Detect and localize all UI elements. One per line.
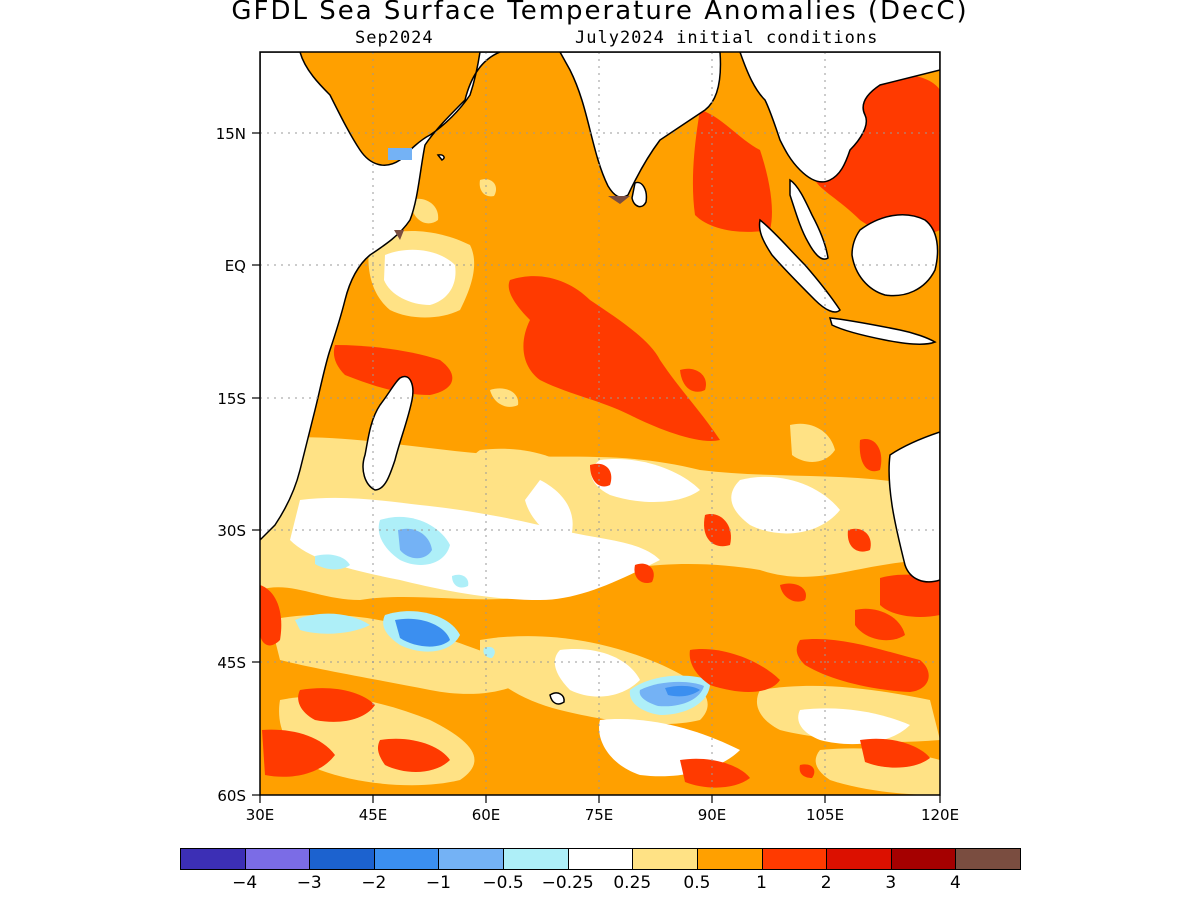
color-legend-swatch <box>955 848 1021 870</box>
plot-frame <box>259 51 941 796</box>
color-legend-label: 0.25 <box>613 873 652 893</box>
color-legend-label: −2 <box>361 873 387 893</box>
color-legend-swatch <box>826 848 892 870</box>
color-legend-swatch <box>438 848 505 870</box>
color-legend-label: −4 <box>232 873 258 893</box>
y-tick-label-45s: 45S <box>217 654 246 672</box>
initial-conditions-label: July2024 initial conditions <box>575 28 879 48</box>
color-legend-swatch <box>180 848 246 870</box>
color-legend-label: −0.5 <box>482 873 524 893</box>
color-legend-label: −0.25 <box>541 873 594 893</box>
color-legend-swatch <box>567 848 634 870</box>
color-legend-label: −3 <box>296 873 322 893</box>
x-tick-label-105e: 105E <box>806 806 844 824</box>
color-legend-swatch <box>503 848 569 870</box>
x-tick-label-90e: 90E <box>698 806 727 824</box>
color-legend-swatch <box>632 848 698 870</box>
color-legend-label: 2 <box>820 873 832 893</box>
y-tick-label-15s: 15S <box>217 390 246 408</box>
color-legend-swatch <box>244 848 311 870</box>
x-tick-label-30e: 30E <box>246 806 275 824</box>
y-tick-label-15n: 15N <box>216 125 246 143</box>
color-legend-swatch <box>373 848 440 870</box>
color-legend-swatch <box>696 848 763 870</box>
color-legend-label: 3 <box>885 873 897 893</box>
y-tick-label-30s: 30S <box>217 522 246 540</box>
color-legend-label: 1 <box>756 873 767 893</box>
color-legend-swatch <box>309 848 375 870</box>
y-tick-label-eq: EQ <box>225 257 246 275</box>
forecast-month: Sep2024 <box>355 28 434 48</box>
x-tick-label-45e: 45E <box>359 806 388 824</box>
color-legend-swatch <box>890 848 957 870</box>
land-masses <box>260 52 940 705</box>
y-tick-label-60s: 60S <box>217 787 246 805</box>
y-ticks <box>252 132 260 796</box>
color-legend-label: 0.5 <box>683 873 711 893</box>
map-title: GFDL Sea Surface Temperature Anomalies (… <box>231 0 969 26</box>
x-tick-label-60e: 60E <box>472 806 501 824</box>
x-tick-label-75e: 75E <box>585 806 614 824</box>
color-legend-label: −1 <box>425 873 451 893</box>
x-ticks <box>259 795 941 803</box>
color-legend-label: 4 <box>949 873 961 893</box>
grid-lines <box>260 52 940 795</box>
anomaly-field <box>260 52 940 795</box>
x-tick-label-120e: 120E <box>921 806 959 824</box>
color-legend-swatch <box>761 848 828 870</box>
color-legend-bar <box>180 848 1021 870</box>
